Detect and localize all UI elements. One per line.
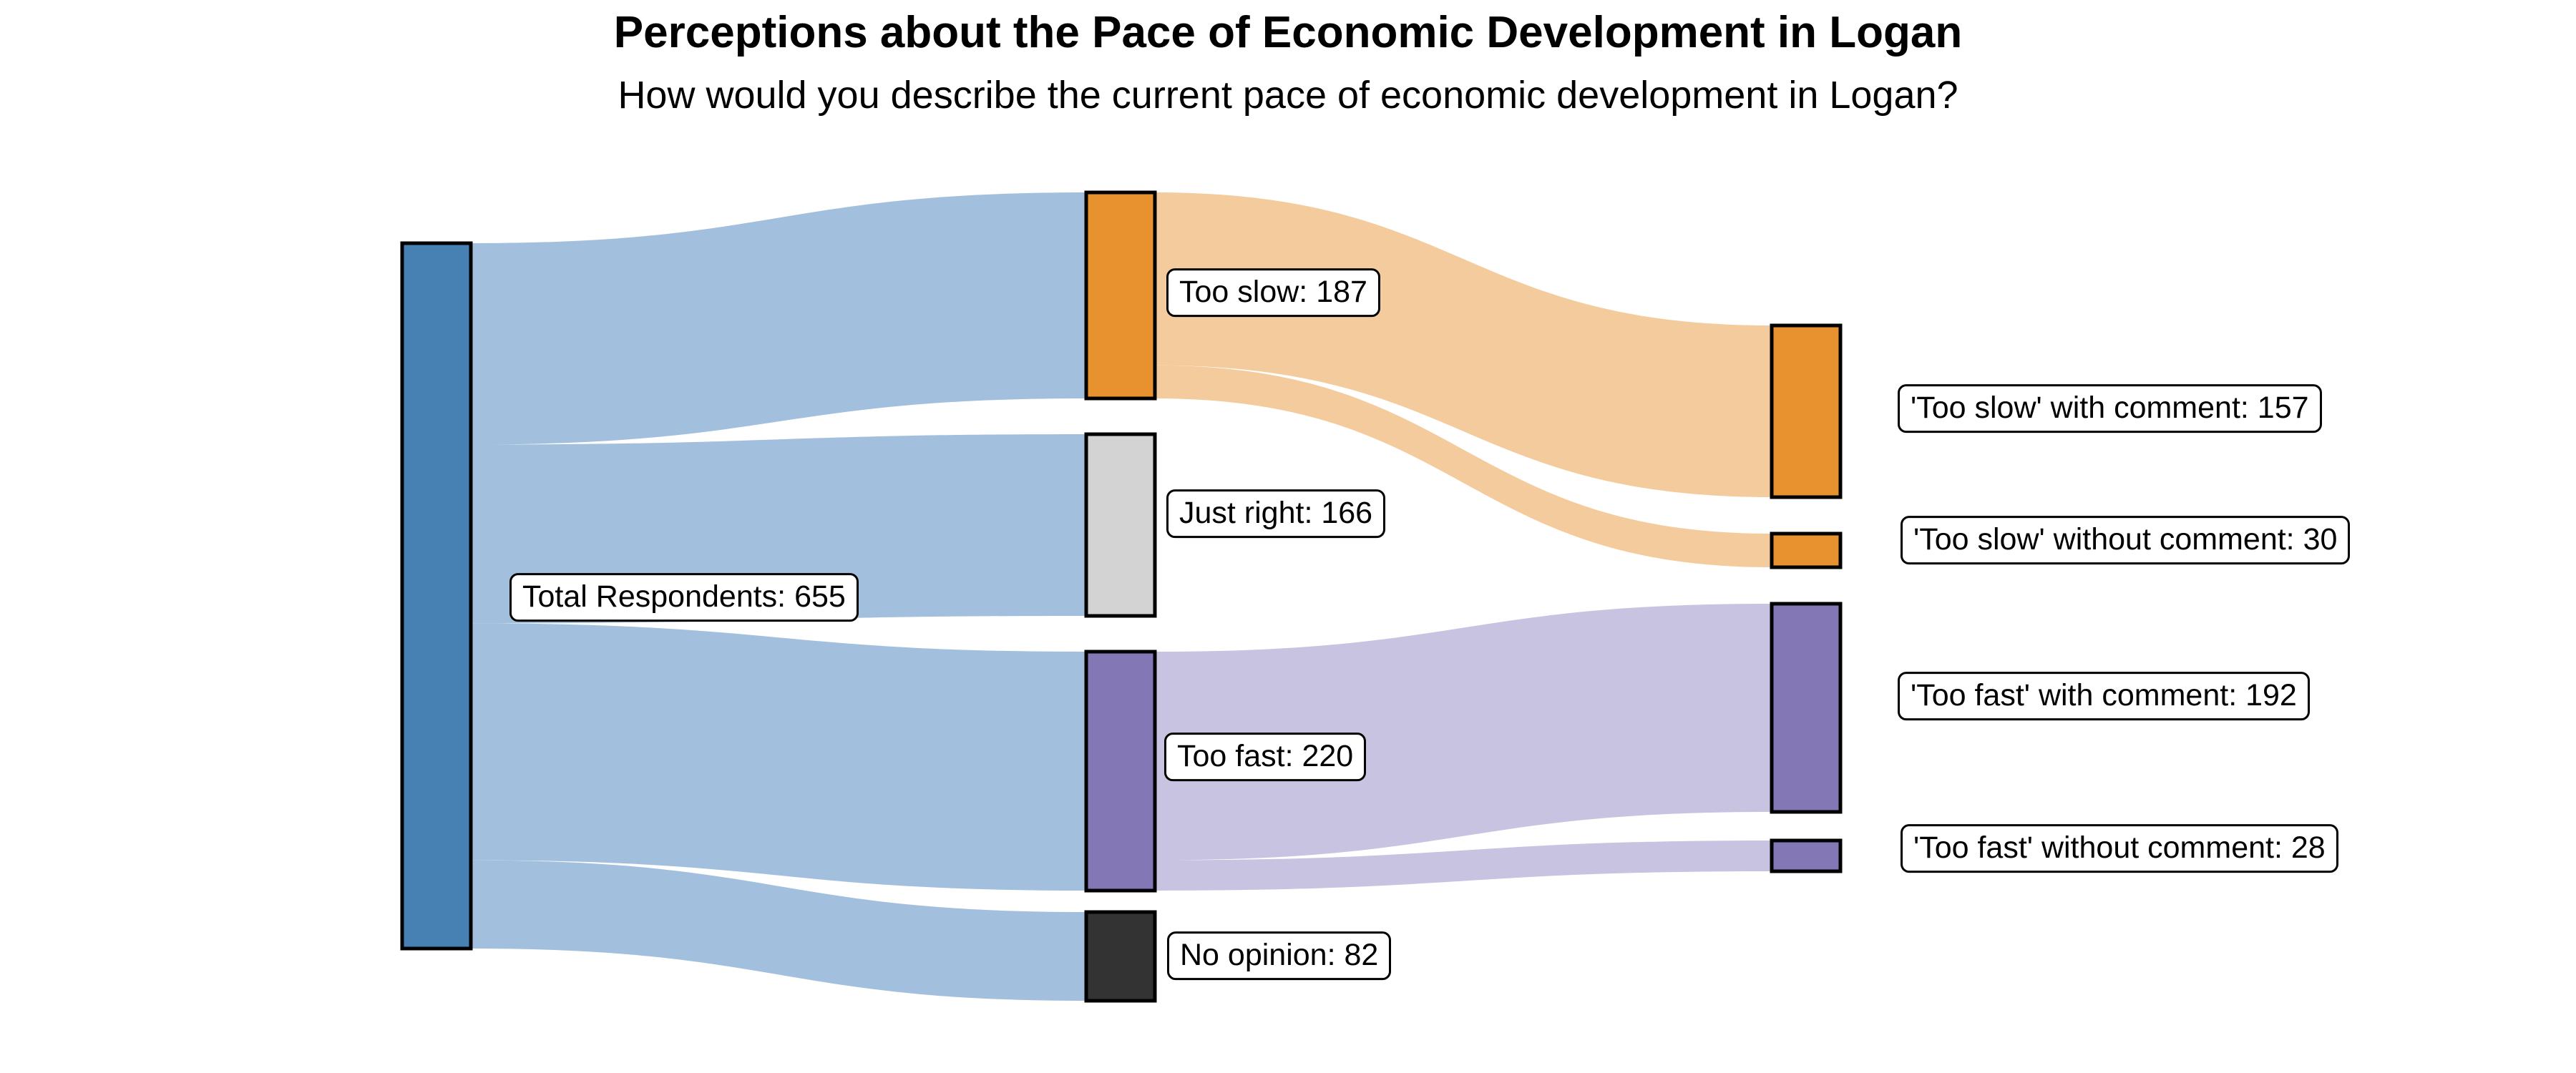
node-ts_with: [1770, 323, 1843, 499]
flow-total-to-no_opinion: [471, 860, 1086, 1001]
node-just_right: [1084, 432, 1157, 618]
flow-total-to-too_slow: [471, 192, 1086, 445]
flow-too_fast-to-tf_with: [1155, 604, 1772, 861]
node-tf_without: [1770, 838, 1843, 873]
node-total: [400, 241, 473, 951]
chart-title: Perceptions about the Pace of Economic D…: [613, 8, 1963, 57]
node-too_slow: [1084, 190, 1157, 401]
label-tf_with: 'Too fast' with comment: 192: [1898, 672, 2310, 720]
label-ts_with: 'Too slow' with comment: 157: [1898, 384, 2322, 433]
label-ts_without: 'Too slow' without comment: 30: [1901, 516, 2351, 564]
label-tf_without: 'Too fast' without comment: 28: [1901, 824, 2338, 873]
flow-too_slow-to-ts_without: [1155, 365, 1772, 567]
node-too_fast: [1084, 650, 1157, 893]
label-no_opinion: No opinion: 82: [1167, 931, 1392, 980]
label-too_fast: Too fast: 220: [1164, 733, 1367, 781]
node-tf_with: [1770, 602, 1843, 814]
label-total: Total Respondents: 655: [509, 573, 859, 622]
node-ts_without: [1770, 531, 1843, 569]
flow-too_fast-to-tf_without: [1155, 841, 1772, 891]
label-too_slow: Too slow: 187: [1166, 268, 1380, 317]
node-no_opinion: [1084, 910, 1157, 1003]
chart-subtitle: How would you describe the current pace …: [618, 74, 1958, 117]
flow-total-to-too_fast: [471, 623, 1086, 891]
label-just_right: Just right: 166: [1166, 489, 1386, 538]
